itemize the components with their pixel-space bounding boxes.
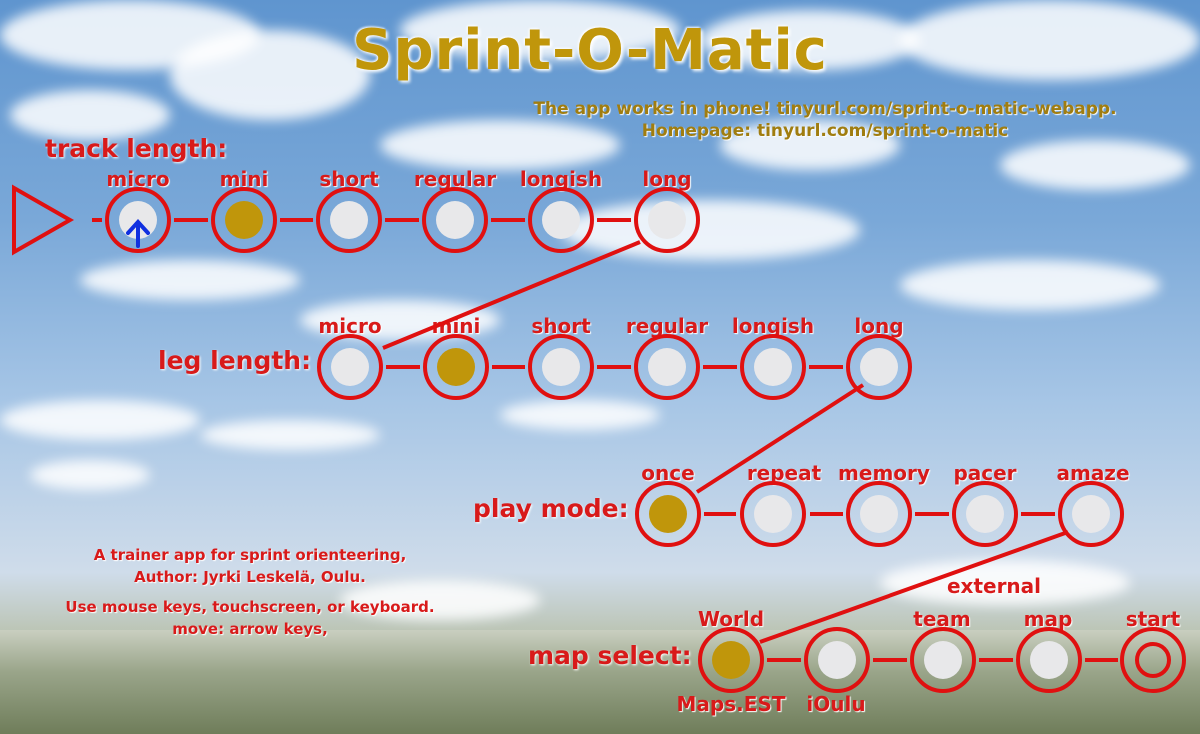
map-option-team[interactable]: team (913, 607, 971, 631)
track-node-micro[interactable] (105, 187, 171, 253)
connector (382, 240, 641, 350)
node-fill (966, 495, 1004, 533)
node-fill (648, 348, 686, 386)
node-fill (1072, 495, 1110, 533)
track-length-label: track length: (45, 134, 228, 163)
webapp-info: The app works in phone! tinyurl.com/spri… (533, 99, 1117, 119)
map-node-team[interactable] (910, 627, 976, 693)
play-node-once[interactable] (635, 481, 701, 547)
homepage-info: Homepage: tinyurl.com/sprint-o-matic (641, 121, 1009, 141)
play-node-memory[interactable] (846, 481, 912, 547)
track-node-mini[interactable] (211, 187, 277, 253)
map-select-label: map select: (528, 641, 692, 670)
map-external-label: external (946, 574, 1042, 598)
map-option-maps-est[interactable]: Maps.EST (676, 692, 786, 716)
play-mode-label: play mode: (473, 494, 629, 523)
play-option-amaze[interactable]: amaze (1056, 461, 1130, 485)
map-node-world[interactable] (698, 627, 764, 693)
play-option-memory[interactable]: memory (838, 461, 930, 485)
track-node-regular[interactable] (422, 187, 488, 253)
selected-dot (225, 201, 263, 239)
about-line-2: Author: Jyrki Leskelä, Oulu. (134, 568, 366, 586)
node-fill (1030, 641, 1068, 679)
track-node-short[interactable] (316, 187, 382, 253)
node-fill (330, 201, 368, 239)
connector (759, 530, 1069, 644)
play-node-amaze[interactable] (1058, 481, 1124, 547)
node-fill (331, 348, 369, 386)
play-triangle-icon[interactable] (12, 184, 75, 256)
play-node-pacer[interactable] (952, 481, 1018, 547)
about-line-4: move: arrow keys, (172, 620, 328, 638)
node-fill (924, 641, 962, 679)
start-node[interactable] (1120, 627, 1186, 693)
node-fill (542, 348, 580, 386)
connector (695, 383, 865, 494)
about-line-3: Use mouse keys, touchscreen, or keyboard… (65, 598, 435, 616)
node-fill (648, 201, 686, 239)
leg-node-short[interactable] (528, 334, 594, 400)
about-line-1: A trainer app for sprint orienteering, (93, 546, 407, 564)
selected-dot (649, 495, 687, 533)
node-fill (860, 495, 898, 533)
leg-node-long[interactable] (846, 334, 912, 400)
selected-dot (437, 348, 475, 386)
landscape-background (0, 630, 1200, 734)
play-node-repeat[interactable] (740, 481, 806, 547)
selected-dot (712, 641, 750, 679)
leg-length-label: leg length: (158, 346, 312, 375)
node-fill (754, 495, 792, 533)
map-node-ioulu[interactable] (804, 627, 870, 693)
leg-node-longish[interactable] (740, 334, 806, 400)
track-node-long[interactable] (634, 187, 700, 253)
map-node-external[interactable] (1016, 627, 1082, 693)
node-fill (542, 201, 580, 239)
leg-node-mini[interactable] (423, 334, 489, 400)
track-node-longish[interactable] (528, 187, 594, 253)
play-option-repeat[interactable]: repeat (746, 461, 822, 485)
node-fill (860, 348, 898, 386)
node-fill (818, 641, 856, 679)
node-fill (754, 348, 792, 386)
node-fill (436, 201, 474, 239)
app-title: Sprint-O-Matic (352, 18, 828, 83)
leg-node-micro[interactable] (317, 334, 383, 400)
leg-node-regular[interactable] (634, 334, 700, 400)
map-option-ioulu[interactable]: iOulu (806, 692, 866, 716)
map-option-map[interactable]: map (1023, 607, 1073, 631)
arrow-up-icon (126, 219, 150, 248)
start-target-icon (1135, 642, 1171, 678)
